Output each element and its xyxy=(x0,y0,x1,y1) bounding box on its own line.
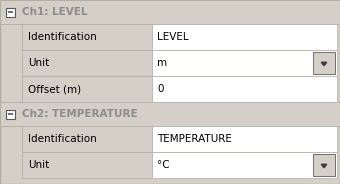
Polygon shape xyxy=(321,62,327,66)
Bar xyxy=(22,152,152,178)
Bar xyxy=(5,109,15,118)
Text: TEMPERATURE: TEMPERATURE xyxy=(157,134,232,144)
Bar xyxy=(152,152,337,178)
Text: Ch1: LEVEL: Ch1: LEVEL xyxy=(22,7,87,17)
Bar xyxy=(22,126,152,152)
Text: Identification: Identification xyxy=(28,134,97,144)
Polygon shape xyxy=(321,164,327,168)
Text: °C: °C xyxy=(157,160,170,170)
Bar xyxy=(313,52,335,74)
Bar xyxy=(22,50,152,76)
Text: Ch2: TEMPERATURE: Ch2: TEMPERATURE xyxy=(22,109,138,119)
Text: 0: 0 xyxy=(157,84,164,94)
Bar xyxy=(152,126,337,152)
Bar xyxy=(152,24,337,50)
Bar xyxy=(22,76,152,102)
Text: Unit: Unit xyxy=(28,160,49,170)
Bar xyxy=(0,102,340,126)
Text: Unit: Unit xyxy=(28,58,49,68)
Bar xyxy=(0,0,340,24)
Bar xyxy=(5,8,15,17)
Text: Offset (m): Offset (m) xyxy=(28,84,81,94)
Bar xyxy=(22,24,152,50)
Bar xyxy=(152,50,337,76)
Bar xyxy=(313,154,335,176)
Text: m: m xyxy=(157,58,167,68)
Text: LEVEL: LEVEL xyxy=(157,32,189,42)
Text: Identification: Identification xyxy=(28,32,97,42)
Bar xyxy=(152,76,337,102)
